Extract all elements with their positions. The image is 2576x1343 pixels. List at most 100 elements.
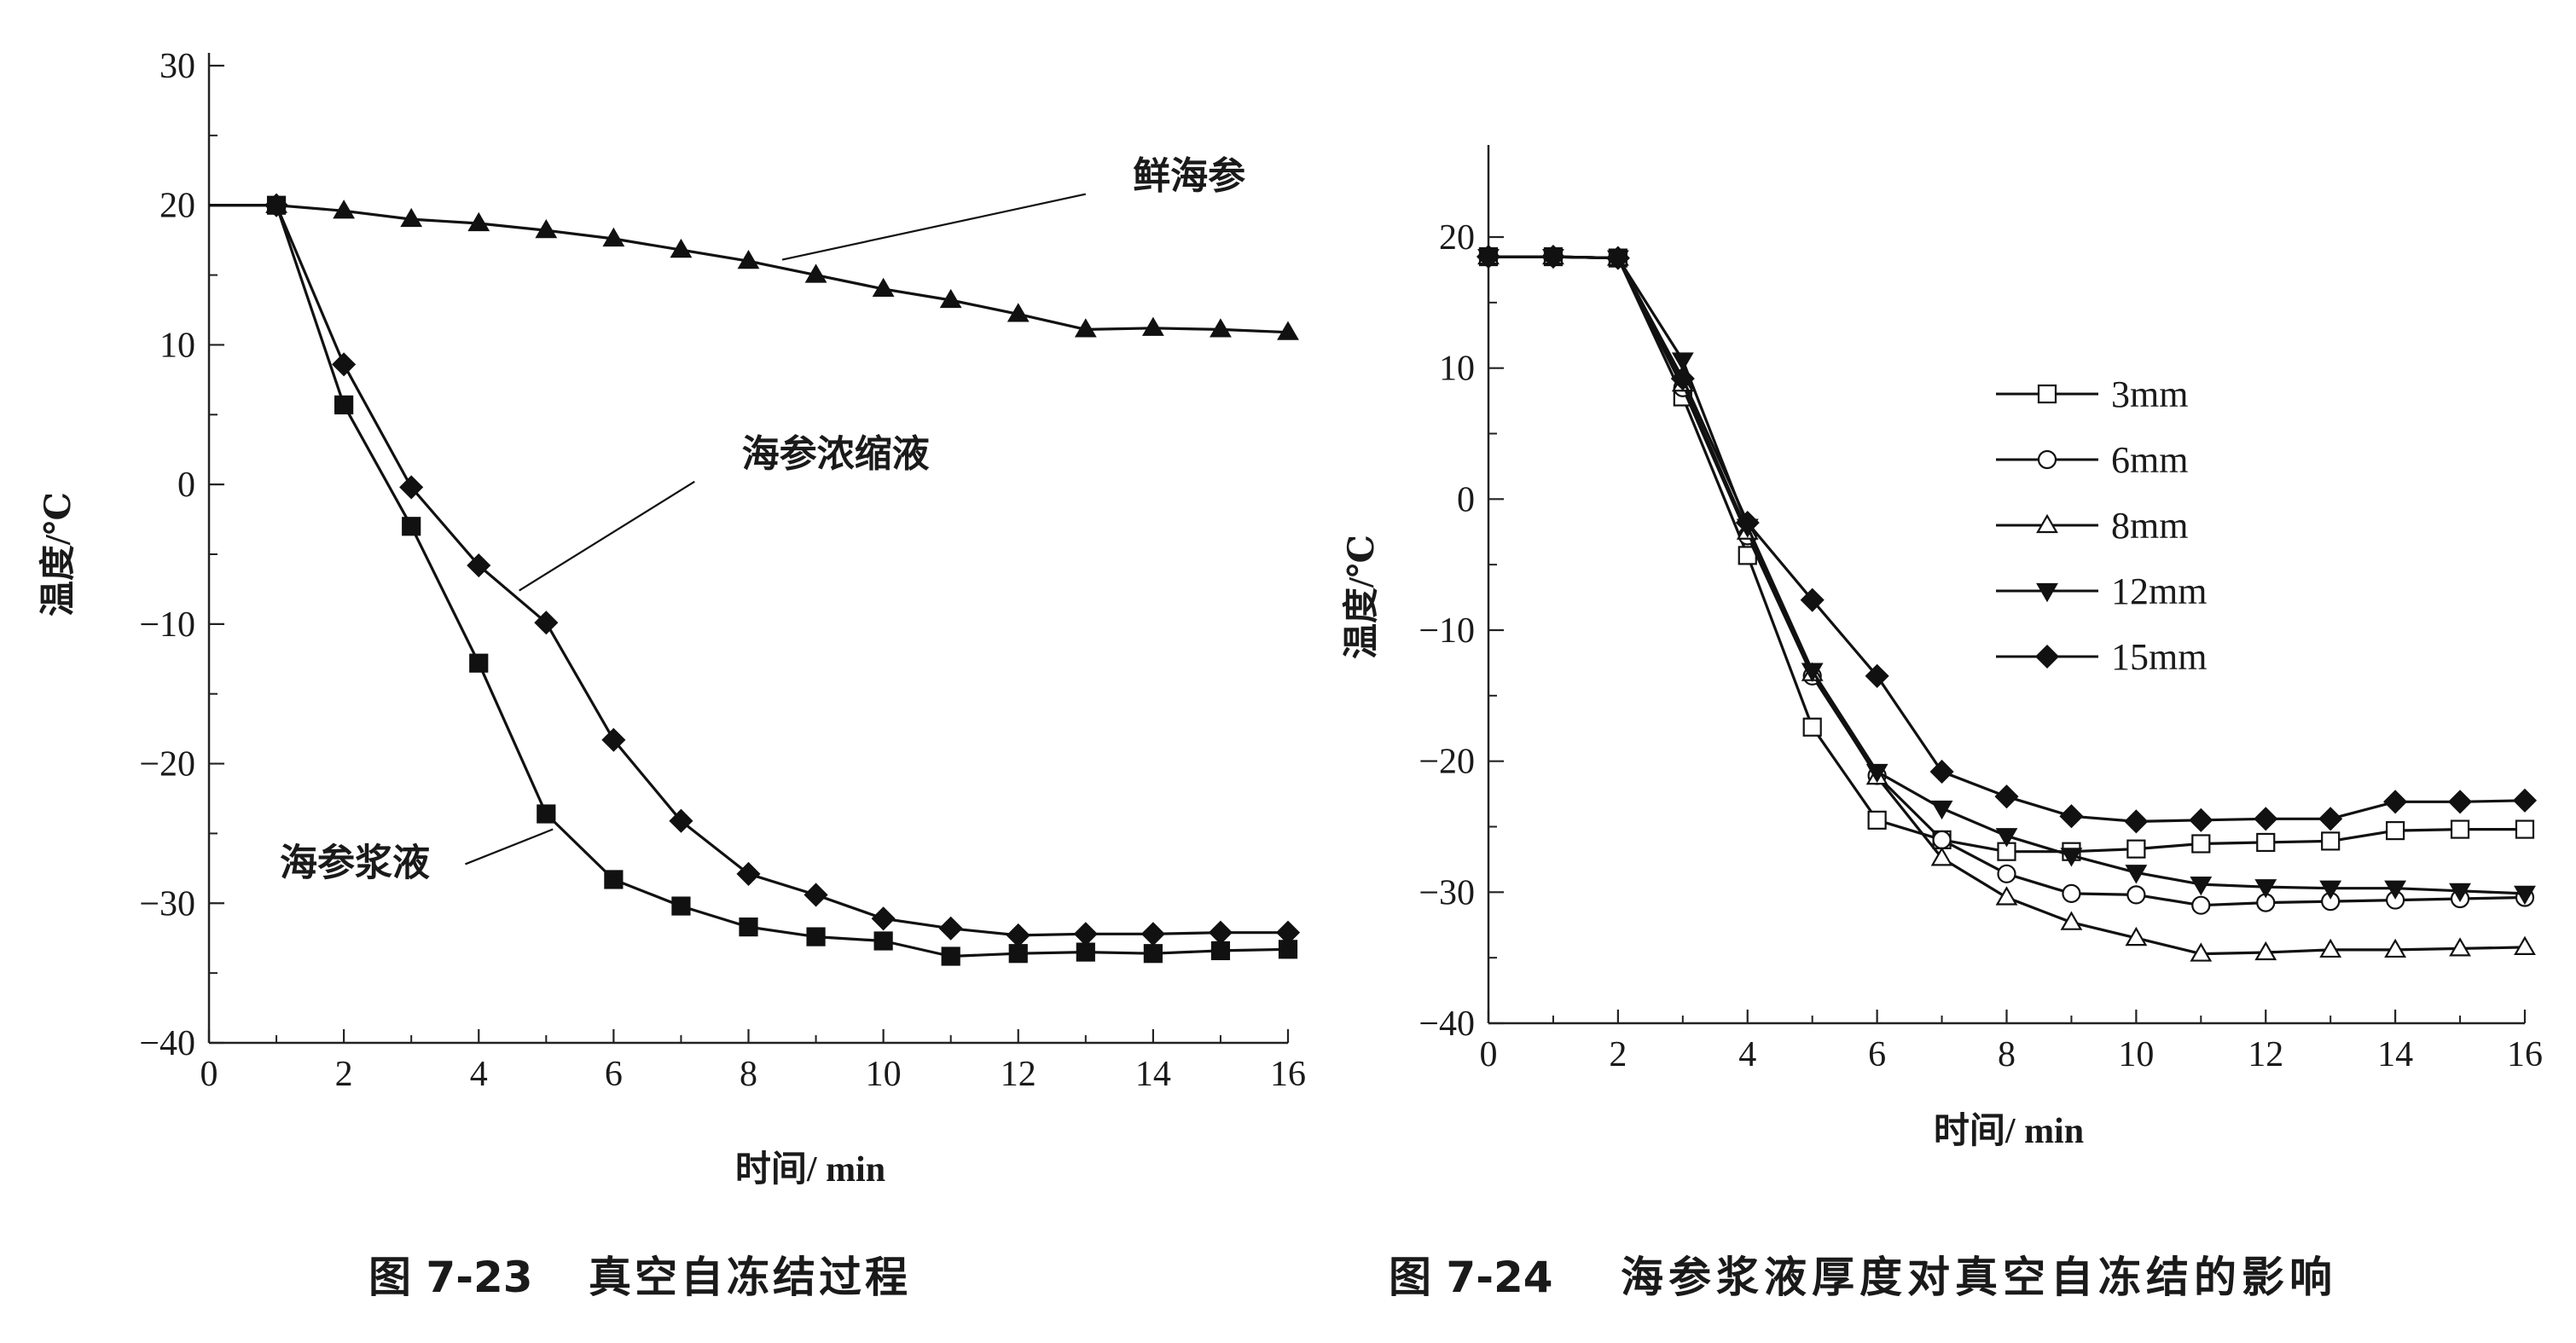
data-point [332,352,357,377]
caption-7-23-title: 真空自冻结过程 [589,1253,911,1302]
data-point [804,883,828,907]
data-point [333,200,356,219]
data-point [467,553,491,578]
data-point [2515,819,2535,839]
y-axis-label: 温度/℃ [38,492,78,617]
data-point [938,916,963,941]
data-point [2254,879,2277,899]
data-point [534,611,559,635]
y-tick-label: −30 [139,884,195,923]
y-tick-label: −30 [1419,873,1475,912]
data-point [1208,920,1233,945]
data-point [1865,763,1888,784]
x-tick-label: 8 [1998,1035,2016,1074]
data-point [2448,790,2473,814]
data-point [1670,366,1695,391]
x-tick-label: 10 [2118,1035,2154,1074]
series-series: 鲜海参 [209,155,1299,340]
data-point [467,211,490,232]
data-point [400,207,423,228]
x-tick-label: 14 [2377,1035,2413,1074]
y-tick-label: −40 [139,1024,195,1063]
legend-label: 3mm [2111,373,2188,415]
data-point [2126,885,2146,905]
data-point [602,227,625,247]
legend-marker [2036,513,2058,534]
data-point [2514,935,2536,955]
data-point [1671,352,1694,372]
series-series: 海参浓缩液 [209,193,1301,947]
data-point [2386,821,2405,841]
data-point [2191,895,2211,915]
x-tick-label: 0 [200,1055,218,1094]
data-point [2318,807,2343,831]
data-point [537,804,556,824]
x-tick-label: 0 [1480,1035,1498,1074]
data-point [739,918,758,937]
data-point [804,263,827,283]
data-point [334,395,354,414]
data-point [1865,663,1889,688]
data-point [1995,886,2018,906]
legend-marker [2037,449,2057,470]
caption-7-24-number: 图 7-24 [1389,1253,1553,1302]
data-point [806,927,826,946]
data-point [2059,804,2084,829]
legend-label: 6mm [2111,439,2188,481]
series-line-series [209,204,1288,937]
data-point [2450,819,2470,839]
legend-marker [2034,644,2060,669]
data-point [402,517,421,536]
data-point [399,475,424,500]
data-point [1278,940,1298,959]
x-tick-label: 10 [866,1055,902,1094]
data-point [2062,883,2081,903]
series-6mm [1478,246,2535,915]
data-point [1006,923,1030,947]
legend-label: 15mm [2111,636,2207,678]
legend-label: 12mm [2111,570,2207,612]
data-point [872,277,895,298]
y-tick-label: −20 [1419,743,1475,782]
data-point [736,861,761,886]
data-point [2125,926,2148,946]
data-point [1997,864,2016,883]
data-point [2449,937,2471,957]
y-tick-label: −10 [139,605,195,645]
data-point [2254,941,2277,961]
data-point [1210,941,1231,961]
series-line-3mm [1488,255,2525,854]
series-line-15mm [1488,255,2526,824]
data-point [1073,922,1098,946]
caption-7-23-number: 图 7-23 [368,1253,533,1302]
y-tick-label: 20 [1439,218,1475,258]
x-tick-label: 4 [470,1055,488,1094]
legend-marker [2036,582,2058,603]
data-point [2256,832,2276,853]
x-tick-label: 2 [335,1055,353,1094]
data-point [1735,510,1760,535]
x-tick-label: 16 [2507,1035,2543,1074]
data-point [1929,759,1954,784]
data-point [669,808,693,833]
data-point [1995,828,2018,848]
x-tick-label: 6 [605,1055,623,1094]
data-point [535,218,558,239]
x-tick-label: 2 [1609,1035,1627,1074]
data-point [2254,807,2278,831]
y-tick-label: 10 [1439,350,1475,389]
series-3mm [1478,246,2535,861]
data-point [2124,809,2149,834]
data-point [2383,790,2408,814]
legend-marker [2037,384,2057,404]
data-point [1802,717,1822,737]
data-point [1143,944,1163,964]
y-tick-label: 10 [160,326,195,365]
data-point [2190,942,2213,962]
x-tick-label: 16 [1270,1055,1306,1094]
y-tick-label: 0 [177,466,195,505]
data-point [1277,321,1299,340]
